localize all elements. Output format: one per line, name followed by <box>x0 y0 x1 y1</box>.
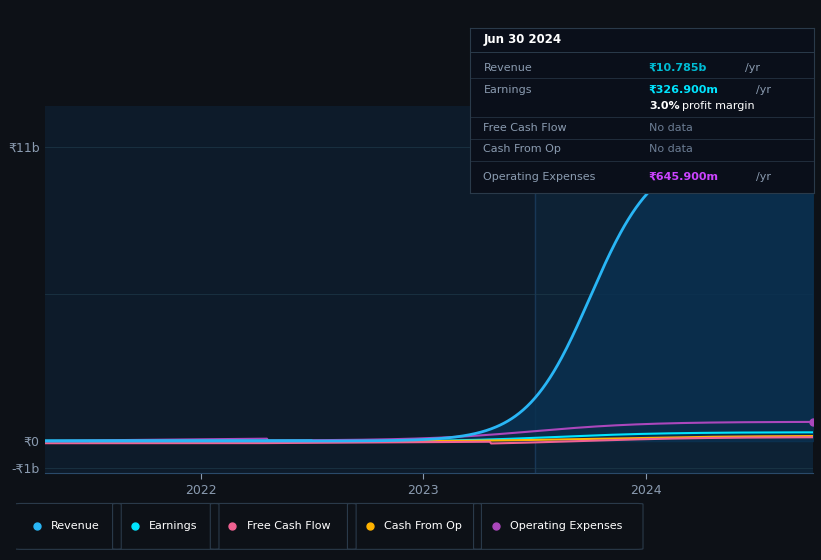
Text: Free Cash Flow: Free Cash Flow <box>484 123 567 133</box>
Text: ₹326.900m: ₹326.900m <box>649 85 719 95</box>
Text: Cash From Op: Cash From Op <box>484 144 562 155</box>
Bar <box>534 106 821 473</box>
Text: Revenue: Revenue <box>484 63 532 73</box>
Text: Free Cash Flow: Free Cash Flow <box>246 521 330 531</box>
Text: ₹10.785b: ₹10.785b <box>649 63 708 73</box>
Text: /yr: /yr <box>756 172 771 181</box>
Text: /yr: /yr <box>756 85 771 95</box>
Text: Operating Expenses: Operating Expenses <box>484 172 596 181</box>
Text: Operating Expenses: Operating Expenses <box>510 521 622 531</box>
Text: Jun 30 2024: Jun 30 2024 <box>484 33 562 46</box>
Text: /yr: /yr <box>745 63 760 73</box>
Text: No data: No data <box>649 123 693 133</box>
Text: ₹645.900m: ₹645.900m <box>649 172 719 181</box>
Text: 3.0%: 3.0% <box>649 101 680 111</box>
Text: Cash From Op: Cash From Op <box>383 521 461 531</box>
Text: No data: No data <box>649 144 693 155</box>
Text: Earnings: Earnings <box>149 521 197 531</box>
Text: profit margin: profit margin <box>681 101 754 111</box>
Text: Revenue: Revenue <box>51 521 100 531</box>
Text: Earnings: Earnings <box>484 85 532 95</box>
